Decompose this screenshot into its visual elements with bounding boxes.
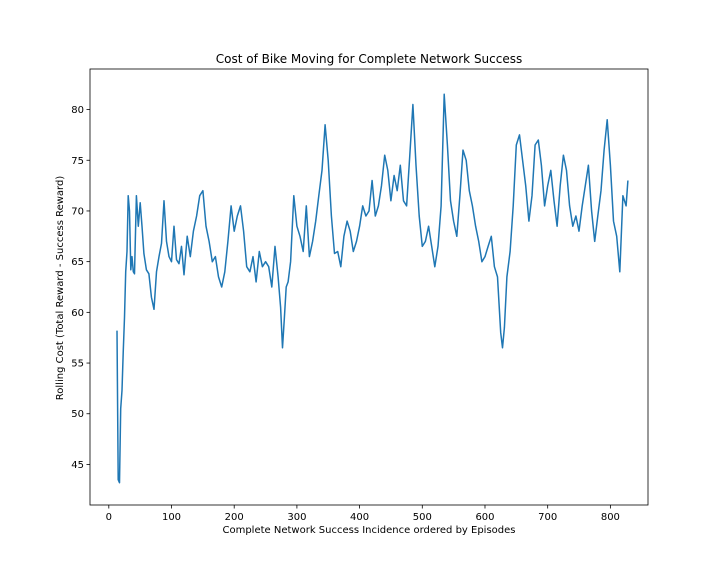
- x-tick-label: 200: [225, 512, 244, 523]
- series-line-0: [116, 93, 629, 484]
- y-tick-label: 70: [71, 206, 84, 217]
- axes-frame: [89, 68, 649, 506]
- x-tick-label: 0: [106, 512, 112, 523]
- y-tick-label: 65: [71, 257, 84, 268]
- x-tick-label: 700: [538, 512, 557, 523]
- x-tick-label: 300: [287, 512, 306, 523]
- x-tick-label: 100: [162, 512, 181, 523]
- y-tick-label: 55: [71, 359, 84, 370]
- x-tick-label: 800: [601, 512, 620, 523]
- y-axis-label: Rolling Cost (Total Reward - Success Rew…: [55, 176, 66, 401]
- x-axis-label: Complete Network Success Incidence order…: [222, 525, 515, 536]
- y-tick-label: 80: [71, 105, 84, 116]
- y-tick-label: 45: [71, 460, 84, 471]
- y-tick-label: 75: [71, 156, 84, 167]
- plot-area: 0 100 200 300 400 500 600 700 800 45 50 55 60 65 70 75 8…: [71, 68, 649, 523]
- x-tick-label: 500: [413, 512, 432, 523]
- x-tick-label: 400: [350, 512, 369, 523]
- y-tick-label: 50: [71, 409, 84, 420]
- x-tick-label: 600: [475, 512, 494, 523]
- chart-title: Cost of Bike Moving for Complete Network…: [216, 52, 523, 66]
- y-tick-label: 60: [71, 308, 84, 319]
